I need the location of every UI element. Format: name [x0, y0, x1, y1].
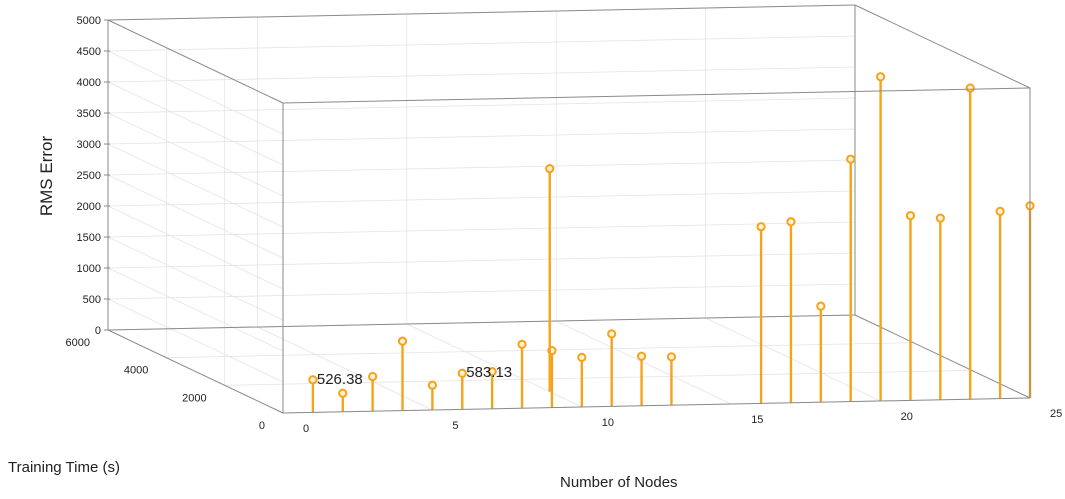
x-tick-label: 0: [303, 423, 309, 435]
z-tick-label: 500: [83, 294, 101, 306]
stem-marker: [935, 213, 945, 223]
stem-marker: [786, 217, 796, 227]
x-axis-title: Number of Nodes: [560, 474, 678, 491]
grid-line: [107, 205, 284, 290]
grid-line: [705, 317, 881, 402]
grid-line: [107, 236, 284, 321]
stem-marker: [397, 336, 408, 346]
z-tick-label: 4000: [77, 77, 101, 89]
grid-line: [107, 97, 856, 114]
y-tick-label: 0: [259, 420, 265, 432]
z-tick-label: 4500: [77, 46, 101, 58]
axes-box-back: [107, 4, 1031, 414]
tick-labels: 0500100015002000250030003500400045005000…: [66, 15, 1063, 435]
grid-line: [107, 143, 284, 228]
grid-line: [107, 112, 284, 197]
stem-marker: [666, 352, 677, 362]
stem-marker: [756, 222, 766, 232]
stem-marker: [487, 367, 497, 377]
z-axis-title: RMS Error: [37, 136, 56, 217]
stem-marker: [965, 83, 975, 93]
z-tick-label: 3500: [77, 108, 101, 120]
stem-marker: [427, 380, 437, 390]
z-tick-label: 3000: [77, 139, 101, 151]
grid-line: [107, 174, 284, 259]
x-tick-label: 10: [602, 417, 614, 429]
stem-marker: [995, 206, 1005, 216]
x-tick-label: 20: [901, 411, 913, 423]
x-tick-label: 5: [452, 420, 458, 432]
grid-line: [107, 252, 856, 269]
data-label: 583.13: [466, 364, 512, 381]
grid-line: [107, 298, 284, 383]
grid-line: [107, 221, 856, 238]
stem-marker: [607, 329, 617, 339]
y-tick-label: 2000: [182, 392, 206, 404]
grid-line: [107, 128, 856, 145]
stem-marker: [545, 163, 555, 174]
axes-edge: [107, 314, 856, 331]
stem-marker: [308, 375, 318, 385]
z-tick-label: 2000: [77, 201, 101, 213]
z-tick-label: 2500: [77, 170, 101, 182]
grid-line: [224, 369, 972, 386]
axes-edge: [107, 4, 856, 21]
data-annotations: 526.38 583.13: [317, 364, 512, 388]
grid-line: [107, 81, 284, 166]
grid-line: [107, 283, 856, 300]
axes-edge: [107, 329, 284, 414]
grid-line: [107, 66, 856, 83]
grid-line: [166, 342, 914, 359]
y-axis-title: Training Time (s): [8, 459, 120, 476]
z-tick-label: 5000: [77, 15, 101, 27]
stem-marker: [876, 72, 886, 82]
axes-edge: [854, 4, 1031, 89]
x-tick-label: 15: [751, 414, 763, 426]
z-tick-label: 1000: [77, 263, 101, 275]
grid-line: [107, 190, 856, 207]
stem-marker: [457, 368, 467, 378]
data-label: 526.38: [317, 371, 363, 388]
x-tick-label: 25: [1050, 408, 1062, 420]
y-tick-label: 4000: [124, 365, 148, 377]
grid-line: [556, 320, 732, 405]
z-tick-label: 1500: [77, 232, 101, 244]
grid-line: [107, 50, 284, 135]
stem-marker: [577, 352, 587, 362]
grid-line: [107, 35, 856, 52]
stems: [308, 72, 1035, 413]
stem-marker: [338, 388, 348, 398]
grid-line: [107, 267, 284, 352]
stem-marker: [905, 211, 916, 221]
stem-marker: [816, 301, 826, 311]
stem-marker: [636, 351, 647, 361]
z-tick-label: 0: [95, 325, 101, 337]
stem-marker: [846, 154, 856, 164]
axes-box-front: [282, 4, 1031, 414]
grid-line: [107, 159, 856, 176]
stem-marker: [368, 371, 378, 382]
axes-edge: [282, 397, 1031, 414]
grid-lines: [107, 4, 1031, 414]
y-tick-label: 6000: [66, 337, 90, 349]
axes-edge: [107, 19, 284, 104]
axes-edge: [282, 87, 1031, 104]
stem-marker: [517, 339, 527, 349]
